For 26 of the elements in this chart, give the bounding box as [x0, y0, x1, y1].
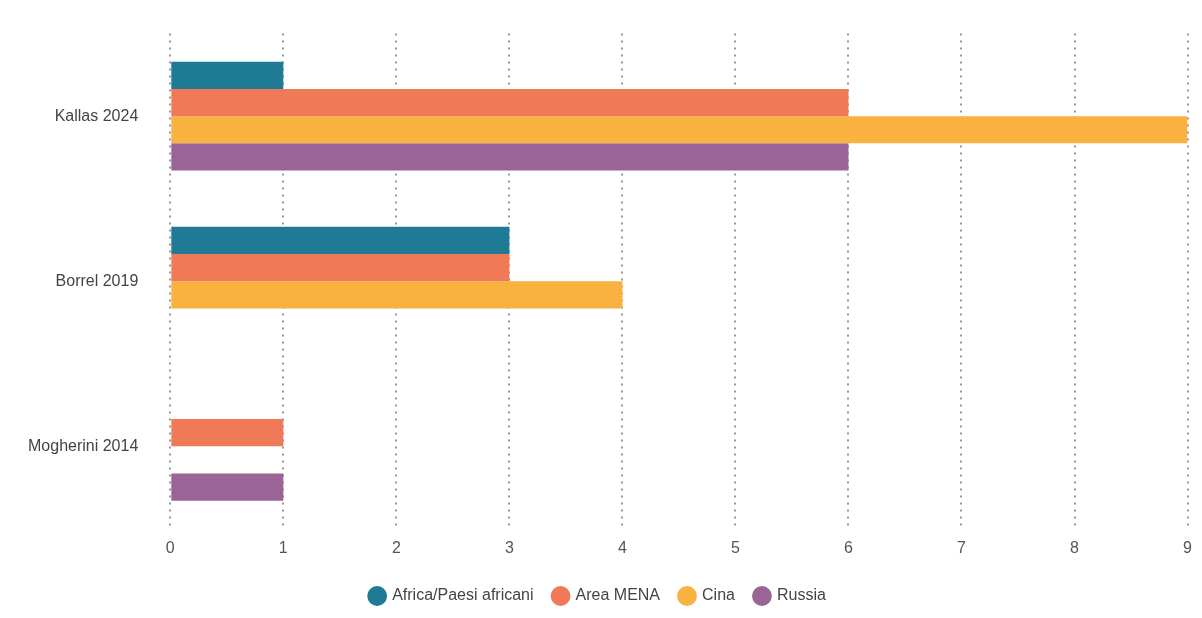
bar	[171, 143, 849, 171]
x-tick-label: 1	[278, 538, 288, 556]
x-tick-label: 6	[844, 538, 854, 556]
x-tick-label: 0	[165, 538, 175, 556]
bar	[171, 88, 849, 117]
x-tick-label: 3	[504, 538, 514, 556]
x-tick-label: 5	[730, 538, 740, 556]
bar	[171, 419, 284, 447]
legend-label: Africa/Paesi africani	[392, 586, 534, 604]
y-tick-label: Mogherini 2014	[28, 436, 139, 454]
x-tick-label: 8	[1070, 538, 1080, 556]
legend-label: Area MENA	[575, 586, 661, 604]
y-tick-label: Kallas 2024	[54, 106, 139, 124]
bar	[171, 253, 510, 282]
bar	[171, 281, 623, 309]
bar	[171, 473, 284, 501]
bar	[171, 116, 1188, 144]
x-tick-label: 4	[617, 538, 627, 556]
x-tick-label: 2	[391, 538, 401, 556]
x-tick-label: 7	[957, 538, 967, 556]
bar	[171, 226, 510, 254]
legend-label: Cina	[702, 586, 736, 604]
legend-label: Russia	[776, 586, 826, 604]
bar	[171, 61, 284, 89]
x-tick-label: 9	[1183, 538, 1193, 556]
y-tick-label: Borrel 2019	[55, 271, 139, 289]
